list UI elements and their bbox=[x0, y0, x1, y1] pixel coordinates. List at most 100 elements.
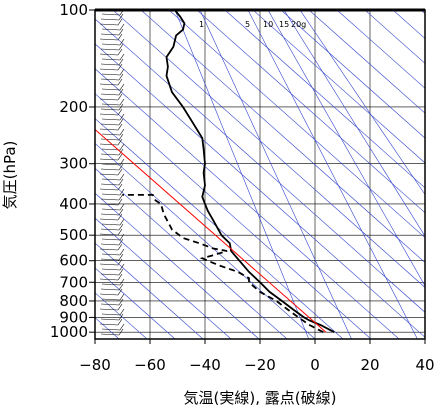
wind-barb bbox=[99, 158, 119, 161]
wind-barb bbox=[101, 163, 121, 166]
mixing-ratio-label: 15 bbox=[279, 20, 289, 29]
wind-barb bbox=[100, 213, 120, 216]
dew-point-line bbox=[122, 194, 324, 333]
wind-barb-flag bbox=[117, 303, 123, 311]
reference-line bbox=[140, 10, 425, 263]
wind-barb bbox=[99, 128, 119, 131]
wind-barb bbox=[100, 48, 120, 51]
y-tick-label: 100 bbox=[59, 1, 88, 19]
wind-barb-flag bbox=[119, 68, 125, 76]
y-axis-title: 気圧(hPa) bbox=[1, 141, 19, 210]
wind-barb bbox=[101, 43, 121, 46]
wind-barb bbox=[101, 13, 121, 16]
wind-barb bbox=[100, 288, 120, 291]
wind-barb bbox=[99, 233, 119, 236]
wind-barb-flag bbox=[118, 268, 124, 276]
wind-barb bbox=[99, 68, 119, 71]
wind-barb-flag bbox=[119, 173, 125, 181]
wind-barb bbox=[100, 168, 120, 171]
wind-barb bbox=[100, 78, 120, 81]
wind-barb bbox=[101, 28, 121, 31]
wind-barb-flag bbox=[117, 138, 123, 146]
wind-barbs bbox=[99, 10, 125, 336]
reference-line bbox=[95, 142, 316, 339]
wind-barb bbox=[101, 133, 121, 136]
wind-barb bbox=[101, 118, 121, 121]
wind-barb bbox=[99, 23, 119, 26]
wind-barb-flag bbox=[119, 113, 125, 121]
wind-barb bbox=[99, 263, 119, 266]
wind-barb bbox=[101, 313, 121, 316]
wind-barb bbox=[101, 238, 121, 241]
wind-barb bbox=[99, 188, 119, 191]
wind-barb bbox=[100, 138, 120, 141]
wind-barb-flag bbox=[119, 188, 125, 196]
wind-barb bbox=[99, 248, 119, 251]
mixing-ratio-label: 20g bbox=[291, 20, 306, 29]
mixing-ratio-label: 5 bbox=[245, 20, 250, 29]
wind-barb bbox=[101, 253, 121, 256]
wind-barb-flag bbox=[117, 93, 123, 101]
wind-barb bbox=[101, 283, 121, 286]
wind-barb bbox=[100, 18, 120, 21]
wind-barb-flag bbox=[118, 133, 124, 141]
wind-barb-flag bbox=[118, 298, 124, 306]
wind-barb-flag bbox=[119, 23, 125, 31]
wind-barb bbox=[99, 173, 119, 176]
wind-barb-flag bbox=[117, 258, 123, 266]
reference-line bbox=[112, 10, 425, 288]
wind-barb bbox=[100, 198, 120, 201]
reference-line bbox=[224, 10, 425, 189]
wind-barb-flag bbox=[118, 13, 124, 21]
wind-barb bbox=[100, 228, 120, 231]
wind-barb-flag bbox=[117, 78, 123, 86]
wind-barb bbox=[101, 148, 121, 151]
wind-barb bbox=[100, 108, 120, 111]
wind-barb-flag bbox=[118, 193, 124, 201]
mixing-ratio-labels: 1 5 10 15 20g bbox=[199, 20, 306, 29]
x-tick-label: 0 bbox=[310, 356, 320, 374]
wind-barb-flag bbox=[119, 308, 125, 316]
wind-barb bbox=[101, 328, 121, 331]
wind-barb-flag bbox=[118, 313, 124, 321]
wind-barb-flag bbox=[117, 273, 123, 281]
reference-line bbox=[95, 43, 425, 338]
x-axis-ticks: −80 −60 −40 −20 0 20 40 bbox=[79, 339, 435, 374]
reference-line bbox=[168, 10, 425, 239]
wind-barb-flag bbox=[118, 28, 124, 36]
wind-barb bbox=[100, 183, 120, 186]
mixing-ratio-label: 10 bbox=[263, 20, 273, 29]
wind-barb bbox=[99, 98, 119, 101]
wind-barb-flag bbox=[117, 63, 123, 71]
mixing-ratio-line bbox=[299, 10, 425, 196]
mixing-ratio-line bbox=[199, 10, 352, 339]
wind-barb bbox=[100, 153, 120, 156]
wind-barb-flag bbox=[119, 83, 125, 91]
wind-barb bbox=[100, 243, 120, 246]
wind-barb-flag bbox=[117, 213, 123, 221]
wind-barb bbox=[99, 113, 119, 116]
wind-barb-flag bbox=[119, 323, 125, 331]
wind-barb-flag bbox=[117, 228, 123, 236]
temperature-line bbox=[165, 10, 335, 333]
wind-barb-flag bbox=[118, 88, 124, 96]
wind-barb-flag bbox=[117, 153, 123, 161]
y-tick-label: 900 bbox=[59, 308, 88, 326]
y-tick-label: 200 bbox=[59, 98, 88, 116]
wind-barb bbox=[101, 193, 121, 196]
wind-barb-flag bbox=[117, 198, 123, 206]
mixing-ratio-label: 1 bbox=[199, 20, 204, 29]
wind-barb bbox=[99, 218, 119, 221]
plot-area bbox=[95, 10, 425, 339]
mixing-ratio-line bbox=[247, 10, 418, 339]
reference-line bbox=[95, 68, 400, 339]
wind-barb bbox=[101, 268, 121, 271]
y-tick-label: 300 bbox=[59, 155, 88, 173]
wind-barb-flag bbox=[118, 238, 124, 246]
wind-barb-flag bbox=[119, 218, 125, 226]
y-tick-label: 1000 bbox=[50, 323, 88, 341]
wind-barb-flag bbox=[118, 328, 124, 336]
wind-barb bbox=[100, 333, 120, 336]
